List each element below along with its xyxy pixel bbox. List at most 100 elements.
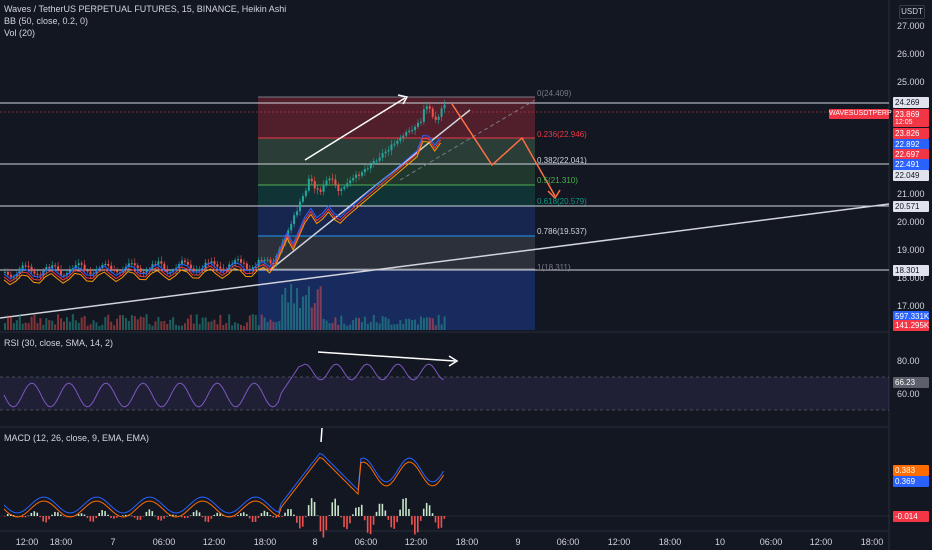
volume-bar	[425, 317, 428, 330]
volume-bar	[169, 319, 172, 330]
macd-histogram-bar	[107, 514, 109, 516]
volume-bar	[319, 286, 322, 330]
macd-histogram-bar	[39, 516, 41, 518]
macd-histogram-bar	[42, 516, 44, 522]
candle	[375, 160, 378, 162]
volume-bar	[355, 317, 358, 330]
macd-histogram-bar	[417, 516, 419, 533]
candle	[222, 268, 225, 271]
volume-bar	[349, 324, 352, 330]
macd-histogram-bar	[242, 512, 245, 516]
candle	[369, 164, 372, 169]
macd-histogram-bar	[301, 516, 304, 527]
projection-path	[451, 103, 556, 197]
time-axis-label: 18:00	[253, 537, 277, 547]
volume-bar	[399, 320, 402, 330]
fib-label-0786: 0.786(19.537)	[537, 227, 587, 236]
volume-bar	[366, 323, 369, 330]
macd-histogram-bar	[201, 516, 204, 518]
volume-bar	[225, 323, 228, 330]
volume-bar	[360, 322, 363, 330]
macd-histogram-bar	[428, 505, 431, 516]
candle	[207, 262, 210, 264]
volume-bar	[63, 321, 65, 330]
macd-histogram-bar	[281, 516, 283, 517]
candle	[186, 261, 189, 265]
macd-histogram-bar	[372, 516, 375, 525]
macd-histogram-bar	[402, 498, 404, 516]
rsi-axis-label: 60.00	[897, 389, 920, 399]
candle	[54, 265, 57, 267]
volume-bar	[163, 320, 166, 330]
volume-bar	[33, 314, 36, 330]
volume-bar	[57, 314, 60, 330]
volume-bar	[375, 322, 378, 330]
volume-bar	[157, 317, 160, 330]
volume-bar	[89, 324, 92, 330]
volume-bar	[269, 319, 272, 330]
candle	[154, 264, 157, 266]
volume-bar	[12, 323, 15, 330]
macd-histogram-bar	[116, 516, 118, 518]
volume-bar	[45, 318, 48, 330]
volume-bar	[71, 314, 74, 330]
macd-histogram-bar	[192, 512, 195, 516]
candle	[251, 267, 254, 270]
macd-histogram-bar	[422, 508, 425, 516]
candle	[431, 108, 434, 117]
price-axis-label: 21.000	[897, 189, 925, 199]
volume-bar	[104, 316, 107, 330]
candle	[45, 267, 48, 271]
macd-histogram-bar	[443, 516, 446, 519]
macd-histogram-bar	[310, 498, 313, 516]
macd-histogram-bar	[195, 510, 198, 516]
symbol-legend[interactable]: Waves / TetherUS PERPETUAL FUTURES, 15, …	[4, 4, 287, 14]
volume-bar	[98, 325, 101, 330]
rsi-legend[interactable]: RSI (30, close, SMA, 14, 2)	[4, 338, 114, 348]
macd-histogram-bar	[313, 501, 316, 516]
candle	[358, 174, 360, 176]
volume-bar	[204, 317, 207, 330]
volume-bar	[304, 295, 307, 330]
macd-histogram-bar	[396, 516, 398, 523]
macd-histogram-bar	[216, 512, 218, 516]
macd-histogram-bar	[390, 516, 393, 528]
candle	[396, 140, 399, 144]
volume-bar	[189, 314, 192, 330]
macd-histogram-bar	[275, 516, 277, 518]
bb-legend[interactable]: BB (50, close, 0.2, 0)	[4, 16, 89, 26]
candle	[198, 269, 201, 271]
macd-histogram-bar	[172, 514, 174, 516]
volume-bar	[172, 317, 175, 330]
candle	[139, 268, 142, 273]
volume-bar	[299, 307, 301, 330]
volume-bar	[316, 289, 319, 330]
macd-histogram-bar	[145, 511, 148, 516]
macd-histogram-bar	[316, 515, 319, 517]
time-axis-label: 18:00	[860, 537, 884, 547]
candle	[104, 263, 107, 266]
macd-histogram-bar	[358, 507, 360, 516]
candle	[127, 263, 130, 267]
macd-histogram-bar	[405, 498, 407, 516]
volume-bar	[352, 320, 355, 330]
macd-legend[interactable]: MACD (12, 26, close, 9, EMA, EMA)	[4, 433, 150, 443]
currency-button[interactable]: USDT	[899, 5, 925, 19]
time-axis-label: 12:00	[607, 537, 631, 547]
candle	[142, 272, 145, 274]
macd-histogram-bar	[189, 515, 192, 516]
volume-bar	[122, 315, 124, 330]
macd-histogram-bar	[269, 515, 272, 516]
macd-histogram-bar	[375, 511, 378, 516]
candle	[328, 178, 331, 181]
candle	[343, 186, 346, 189]
volume-bar	[178, 325, 181, 330]
macd-histogram-bar	[142, 516, 145, 517]
candle	[192, 268, 195, 272]
macd-histogram-bar	[4, 516, 6, 517]
volume-bar	[405, 318, 408, 330]
volume-legend[interactable]: Vol (20)	[4, 28, 36, 38]
volume-bar	[154, 321, 157, 330]
macd-histogram-bar	[419, 516, 422, 521]
